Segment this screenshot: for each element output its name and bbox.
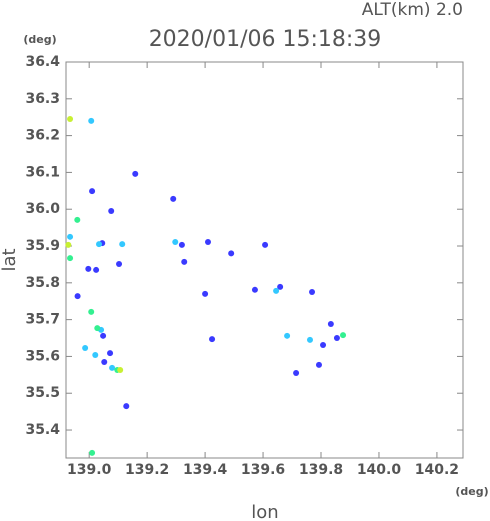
echo-point <box>333 335 340 342</box>
echo-point <box>202 290 209 297</box>
y-tick-label: 35.7 <box>25 312 60 328</box>
y-tick-label: 35.6 <box>25 348 60 364</box>
echo-point <box>293 369 300 376</box>
echo-point <box>88 117 95 124</box>
y-tick-label: 36.2 <box>25 128 60 144</box>
x-tick-label: 140.0 <box>357 462 402 478</box>
echo-point <box>178 241 185 248</box>
echo-point <box>85 265 92 272</box>
echo-point <box>262 241 269 248</box>
echo-point <box>170 195 177 202</box>
echo-point <box>251 286 258 293</box>
echo-point <box>277 283 284 290</box>
echo-point <box>172 238 179 245</box>
x-tick-label: 139.4 <box>183 462 228 478</box>
echo-point <box>181 258 188 265</box>
y-tick-label: 35.5 <box>25 385 60 401</box>
echo-point <box>67 255 74 262</box>
echo-point <box>320 342 327 349</box>
echo-point <box>93 266 100 273</box>
echo-point <box>108 208 115 215</box>
echo-point <box>82 344 89 351</box>
echo-point <box>123 403 130 410</box>
echo-point <box>96 241 103 248</box>
echo-point <box>273 287 280 294</box>
x-axis-label: lon <box>251 502 278 521</box>
x-tick-label: 139.8 <box>299 462 343 478</box>
y-tick-label: 35.8 <box>25 275 60 291</box>
echo-point <box>315 361 322 368</box>
y-tick-label: 36.1 <box>25 164 60 180</box>
y-tick-label: 36.4 <box>25 54 60 70</box>
chart-title: 2020/01/06 15:18:39 <box>149 27 382 52</box>
echo-point <box>116 261 123 268</box>
y-axis-label: lat <box>0 248 20 271</box>
echo-point <box>119 241 126 248</box>
echo-point <box>74 216 81 223</box>
echo-point <box>74 293 81 300</box>
echo-point <box>117 367 124 374</box>
echo-point <box>92 351 99 358</box>
echo-point <box>306 336 313 343</box>
echo-point <box>107 350 114 357</box>
echo-point <box>94 325 101 332</box>
echo-point <box>228 250 235 257</box>
echo-point <box>284 332 291 339</box>
y-tick-label: 35.9 <box>25 238 60 254</box>
echo-point <box>204 238 211 245</box>
x-tick-label: 139.2 <box>125 462 169 478</box>
echo-point <box>67 116 74 123</box>
altitude-label: ALT(km) 2.0 <box>362 0 463 20</box>
echo-point <box>88 308 95 315</box>
y-tick-label: 35.4 <box>25 422 60 438</box>
echo-point <box>309 289 316 296</box>
plot-frame <box>65 61 464 459</box>
echo-point <box>327 321 334 328</box>
echo-point <box>100 332 107 339</box>
x-tick-label: 139.0 <box>67 462 112 478</box>
y-unit: (deg) <box>23 33 56 46</box>
echo-point <box>89 188 96 195</box>
echo-point <box>67 233 74 240</box>
echo-point <box>109 364 116 371</box>
echo-point <box>65 241 72 248</box>
echo-point <box>89 449 96 456</box>
x-tick-label: 139.6 <box>241 462 285 478</box>
y-tick-label: 36.3 <box>25 91 60 107</box>
x-tick-label: 140.2 <box>415 462 459 478</box>
echo-point <box>209 336 216 343</box>
x-unit: (deg) <box>455 485 488 498</box>
echo-point <box>101 358 108 365</box>
echo-point <box>132 170 139 177</box>
y-tick-label: 36.0 <box>25 201 60 217</box>
echo-point <box>340 332 347 339</box>
